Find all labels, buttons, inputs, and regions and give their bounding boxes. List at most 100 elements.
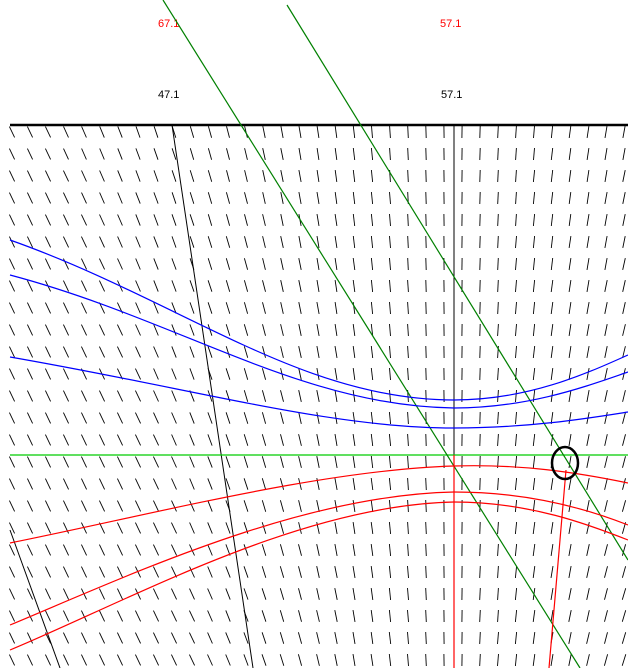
tick-mark bbox=[134, 544, 142, 556]
tick-mark bbox=[532, 279, 536, 293]
tick-mark bbox=[388, 565, 392, 579]
tick-mark bbox=[135, 192, 141, 204]
tick-mark bbox=[189, 148, 195, 160]
tick-mark bbox=[388, 587, 392, 601]
tick-mark bbox=[207, 302, 213, 314]
tick-mark bbox=[135, 324, 141, 336]
tick-mark bbox=[568, 258, 572, 270]
tick-mark bbox=[98, 544, 106, 556]
tick-mark bbox=[370, 477, 374, 491]
tick-mark bbox=[352, 654, 356, 666]
tick-mark bbox=[171, 346, 177, 358]
tick-mark bbox=[515, 389, 517, 403]
tick-mark bbox=[225, 280, 231, 292]
tick-mark bbox=[80, 280, 88, 292]
tick-mark bbox=[171, 412, 177, 424]
tick-mark bbox=[134, 522, 142, 534]
tick-mark bbox=[225, 368, 231, 380]
tick-mark bbox=[8, 478, 16, 490]
tick-mark bbox=[225, 346, 231, 358]
tick-mark bbox=[515, 147, 517, 161]
tick-mark bbox=[407, 411, 409, 425]
tick-mark bbox=[225, 456, 231, 468]
tick-mark bbox=[352, 412, 356, 424]
tick-mark bbox=[407, 653, 409, 667]
tick-mark bbox=[207, 434, 213, 446]
tick-mark bbox=[243, 632, 249, 644]
tick-mark bbox=[170, 566, 178, 578]
tick-mark bbox=[407, 213, 409, 227]
tick-mark bbox=[550, 213, 554, 227]
second-label-left: 47.1 bbox=[158, 89, 179, 101]
tick-mark bbox=[44, 588, 52, 600]
tick-mark bbox=[279, 522, 285, 534]
tick-mark bbox=[604, 500, 608, 512]
tick-mark bbox=[279, 610, 285, 622]
tick-mark bbox=[370, 544, 374, 556]
tick-mark bbox=[352, 610, 356, 622]
tick-mark bbox=[44, 610, 52, 622]
tick-mark bbox=[407, 147, 409, 161]
tick-mark bbox=[26, 214, 34, 226]
tick-mark bbox=[189, 522, 195, 534]
tick-mark bbox=[117, 236, 123, 248]
tick-mark bbox=[425, 631, 427, 645]
tick-mark bbox=[604, 302, 608, 314]
tick-mark bbox=[604, 588, 608, 600]
tick-mark bbox=[262, 302, 266, 314]
tick-mark bbox=[135, 236, 141, 248]
tick-mark bbox=[62, 544, 70, 556]
tick-mark bbox=[389, 301, 391, 315]
tick-mark bbox=[80, 324, 88, 336]
tick-mark bbox=[370, 522, 374, 534]
tick-mark bbox=[262, 214, 266, 226]
tick-mark bbox=[81, 170, 87, 182]
tick-mark bbox=[603, 654, 609, 666]
tick-mark bbox=[80, 214, 88, 226]
tick-mark bbox=[225, 434, 231, 446]
tick-mark bbox=[8, 192, 16, 204]
tick-mark bbox=[297, 632, 303, 644]
tick-mark bbox=[261, 478, 267, 490]
tick-mark bbox=[261, 544, 267, 556]
tick-mark bbox=[8, 390, 16, 402]
tick-mark bbox=[532, 610, 536, 622]
tick-mark bbox=[622, 192, 626, 204]
tick-mark bbox=[334, 434, 338, 446]
tick-mark bbox=[334, 588, 338, 600]
tick-mark bbox=[44, 522, 52, 534]
tick-mark bbox=[8, 412, 16, 424]
tick-mark bbox=[134, 412, 142, 424]
tick-mark bbox=[226, 170, 230, 182]
tick-mark bbox=[243, 544, 249, 556]
tick-mark bbox=[568, 192, 572, 204]
tick-mark bbox=[171, 478, 177, 490]
tick-mark bbox=[280, 346, 284, 358]
tick-mark bbox=[532, 521, 536, 535]
tick-mark bbox=[407, 169, 409, 183]
tick-mark bbox=[8, 522, 16, 534]
tick-mark bbox=[189, 170, 195, 182]
tick-mark bbox=[170, 522, 178, 534]
tick-mark bbox=[189, 456, 195, 468]
tick-mark bbox=[62, 610, 70, 622]
tick-mark bbox=[44, 214, 52, 226]
tick-mark bbox=[621, 544, 627, 556]
tick-mark bbox=[604, 148, 608, 160]
tick-mark bbox=[135, 280, 141, 292]
tick-mark bbox=[225, 478, 231, 490]
tick-mark bbox=[388, 543, 392, 557]
tick-mark bbox=[62, 654, 70, 666]
tick-mark bbox=[116, 610, 124, 622]
tick-mark bbox=[532, 411, 536, 425]
tick-mark bbox=[26, 192, 34, 204]
tick-mark bbox=[207, 258, 213, 270]
tick-mark bbox=[407, 587, 409, 601]
tick-mark bbox=[316, 148, 320, 160]
tick-mark bbox=[550, 169, 554, 183]
tick-mark bbox=[117, 148, 123, 160]
tick-mark bbox=[134, 654, 142, 666]
tick-mark bbox=[26, 390, 34, 402]
tick-mark bbox=[189, 302, 195, 314]
tick-mark bbox=[568, 566, 572, 578]
